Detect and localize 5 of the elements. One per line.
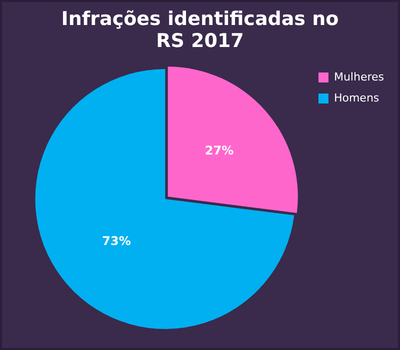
legend-label: Mulheres <box>334 70 384 84</box>
data-label: 73% <box>102 234 131 248</box>
data-label: 27% <box>204 144 234 158</box>
legend-label: Homens <box>334 91 380 104</box>
chart-title: Infrações identificadas no RS 2017 <box>60 7 340 52</box>
